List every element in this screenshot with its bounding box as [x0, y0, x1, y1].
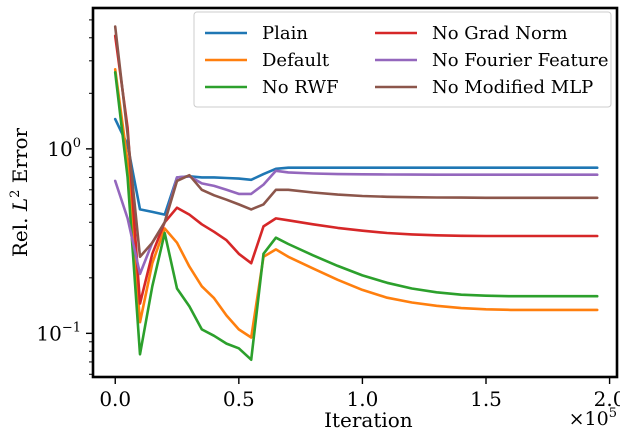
- legend: Plain Default No RWF No Grad Norm No Fourier…: [193, 11, 612, 108]
- y-axis-label: Rel. L2 Error: [8, 127, 32, 257]
- legend-entry-label: Default: [262, 50, 330, 71]
- plot-area-frame: [91, 6, 619, 379]
- x-axis-multiplier-base: ×10: [569, 408, 609, 430]
- y-tick-label-exponent: −1: [62, 320, 81, 335]
- x-tick-label: 2.0: [594, 387, 620, 411]
- x-tick-label: 0.0: [99, 387, 131, 411]
- y-axis-label-prefix: Rel.: [8, 211, 32, 257]
- y-tick-label-exponent: 0: [73, 136, 81, 151]
- legend-entry-label: No Grad Norm: [432, 23, 568, 44]
- x-tick-label: 1.0: [347, 387, 379, 411]
- legend-entry-label: No RWF: [262, 77, 338, 98]
- x-tick-label: 0.5: [223, 387, 255, 411]
- legend-entry-label: No Modified MLP: [432, 77, 593, 98]
- y-axis-label-superscript: 2: [8, 190, 23, 198]
- series-line-no-grad-norm: [113, 34, 599, 305]
- series-layer: [113, 25, 599, 362]
- x-tick-label: 1.5: [470, 387, 502, 411]
- series-line-no-rwf: [113, 71, 599, 362]
- x-axis-multiplier: ×105: [569, 406, 617, 430]
- y-tick-label: 100: [47, 136, 81, 161]
- y-tick-label-base: 10: [36, 321, 61, 345]
- x-axis-multiplier-exponent: 5: [609, 406, 617, 421]
- series-line-no-modified-mlp: [113, 25, 599, 259]
- legend-entry-label: No Fourier Feature: [432, 50, 609, 71]
- x-axis-label: Iteration: [324, 408, 413, 432]
- y-tick-label: 10−1: [36, 320, 81, 345]
- y-tick-label-base: 10: [47, 137, 72, 161]
- legend-entry-label: Plain: [262, 23, 308, 44]
- series-line-default: [113, 68, 599, 339]
- y-axis-label-variable: L: [8, 198, 32, 212]
- y-axis-label-suffix: Error: [8, 127, 32, 189]
